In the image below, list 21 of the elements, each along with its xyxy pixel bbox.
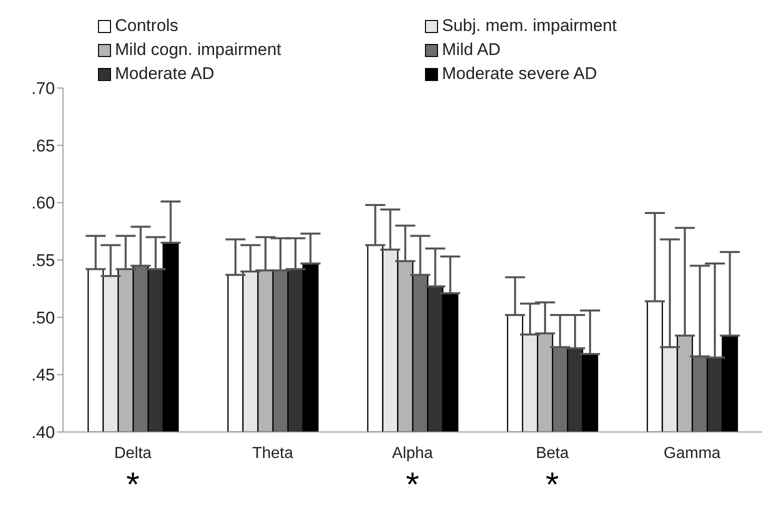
y-tick-label: .45 [31, 366, 55, 385]
legend-label: Mild AD [442, 40, 501, 60]
y-tick-label: .70 [31, 79, 55, 98]
x-tick-label: Gamma [664, 445, 721, 462]
legend-label: Subj. mem. impairment [442, 16, 617, 36]
text: * [406, 466, 420, 504]
y-tick-label: .55 [31, 251, 55, 270]
x-tick-label: Alpha [392, 445, 434, 462]
legend-label: Moderate AD [115, 64, 214, 84]
text: * [126, 466, 140, 504]
text: * [546, 466, 559, 504]
y-tick-label: .60 [31, 194, 55, 213]
legend-label: Controls [115, 16, 178, 36]
legend-label: Moderate severe AD [442, 64, 597, 84]
y-tick-label: .40 [31, 423, 55, 442]
y-tick-label: .65 [31, 136, 55, 156]
x-tick-label: Beta [536, 445, 569, 462]
x-tick-label: Delta [114, 445, 152, 462]
y-tick-label: .50 [31, 308, 55, 328]
legend-label: Mild cogn. impairment [115, 40, 282, 60]
x-tick-label: Theta [252, 445, 294, 462]
